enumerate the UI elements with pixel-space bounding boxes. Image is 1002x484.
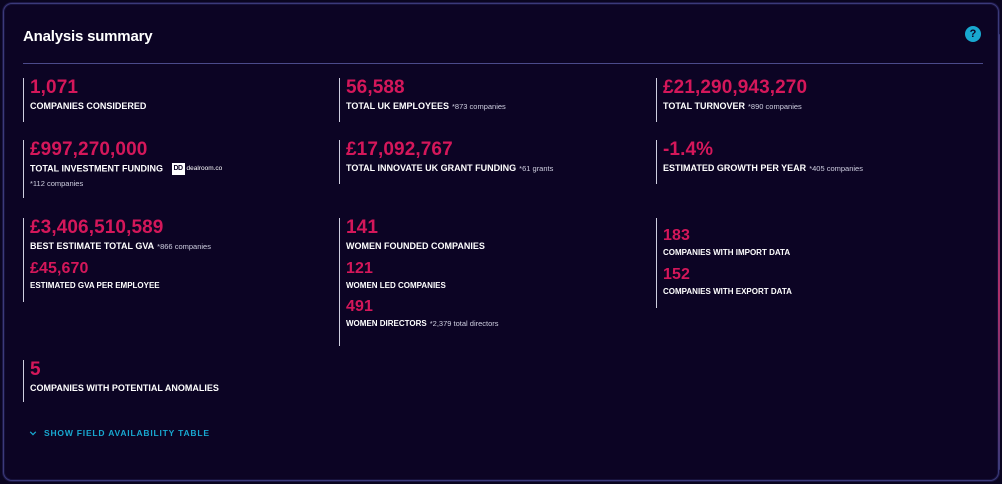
stat-value: 56,588: [346, 77, 405, 98]
stat-note: *873 companies: [452, 102, 506, 111]
chevron-down-icon: [29, 431, 37, 436]
stat-value: 141: [346, 217, 379, 238]
stat-anomalies: 5 COMPANIES WITH POTENTIAL ANOMALIES: [23, 360, 219, 402]
stat-note: *405 companies: [809, 164, 863, 173]
stat-value: £17,092,767: [346, 139, 453, 160]
dealroom-logo: dD dealroom.co: [171, 163, 223, 175]
show-field-availability-toggle[interactable]: SHOW FIELD AVAILABILITY TABLE: [29, 428, 210, 438]
stat-value: 152: [663, 265, 690, 283]
stat-note: *112 companies: [30, 179, 84, 188]
help-icon[interactable]: ?: [965, 26, 981, 42]
stat-total-turnover: £21,290,943,270 TOTAL TURNOVER *890 compa…: [656, 78, 807, 122]
dealroom-icon: dD: [171, 163, 185, 175]
divider: [23, 63, 983, 64]
stat-value: 1,071: [30, 77, 79, 98]
stat-gva-group: £3,406,510,589 BEST ESTIMATE TOTAL GVA *8…: [23, 218, 211, 302]
stat-value: £3,406,510,589: [30, 217, 164, 238]
stat-innovate-grants: £17,092,767 TOTAL INNOVATE UK GRANT FUND…: [339, 140, 553, 184]
analysis-summary-card: Analysis summary ? 1,071 COMPANIES CONSI…: [3, 3, 1000, 481]
stat-label: COMPANIES WITH EXPORT DATA: [663, 286, 792, 296]
stat-label: BEST ESTIMATE TOTAL GVA: [30, 241, 155, 251]
stat-label: COMPANIES CONSIDERED: [30, 101, 147, 111]
toggle-label: SHOW FIELD AVAILABILITY TABLE: [44, 428, 210, 438]
stat-value: 5: [30, 359, 41, 380]
stat-label: COMPANIES WITH POTENTIAL ANOMALIES: [30, 383, 219, 393]
card-title: Analysis summary: [23, 28, 153, 45]
stat-investment-funding: £997,270,000 TOTAL INVESTMENT FUNDING dD…: [23, 140, 222, 198]
stat-label: COMPANIES WITH IMPORT DATA: [663, 248, 791, 257]
stat-label: TOTAL INVESTMENT FUNDING: [30, 163, 164, 174]
stat-label: ESTIMATED GVA PER EMPLOYEE: [30, 280, 160, 290]
stat-value: £21,290,943,270: [663, 77, 808, 98]
stat-label: WOMEN LED COMPANIES: [346, 280, 446, 290]
stat-value: £997,270,000: [30, 139, 148, 160]
stat-companies-considered: 1,071 COMPANIES CONSIDERED: [23, 78, 146, 122]
stat-label: TOTAL INNOVATE UK GRANT FUNDING: [346, 163, 517, 173]
stat-label: TOTAL TURNOVER: [663, 101, 746, 111]
stat-trade-group: 183 COMPANIES WITH IMPORT DATA 152 COMPA…: [656, 218, 792, 308]
dealroom-text: dealroom.co: [186, 165, 223, 173]
stat-label: ESTIMATED GROWTH PER YEAR: [663, 163, 807, 173]
stat-label: TOTAL UK EMPLOYEES: [346, 101, 450, 111]
stat-value: £45,670: [30, 259, 89, 277]
stat-note: *2,379 total directors: [429, 319, 499, 329]
stat-women-group: 141 WOMEN FOUNDED COMPANIES 121 WOMEN LE…: [339, 218, 499, 346]
stat-growth: -1.4% ESTIMATED GROWTH PER YEAR *405 comp…: [656, 140, 863, 184]
stat-value: -1.4%: [663, 139, 714, 160]
stat-note: *61 grants: [519, 164, 554, 173]
stat-uk-employees: 56,588 TOTAL UK EMPLOYEES *873 companies: [339, 78, 506, 122]
stat-label: WOMEN FOUNDED COMPANIES: [346, 241, 485, 251]
stat-note: *866 companies: [157, 242, 211, 251]
stat-value: 491: [346, 298, 373, 316]
stat-label: WOMEN DIRECTORS: [346, 319, 427, 329]
stat-value: 121: [346, 259, 373, 277]
stat-note: *890 companies: [748, 102, 802, 111]
stat-value: 183: [663, 227, 690, 244]
